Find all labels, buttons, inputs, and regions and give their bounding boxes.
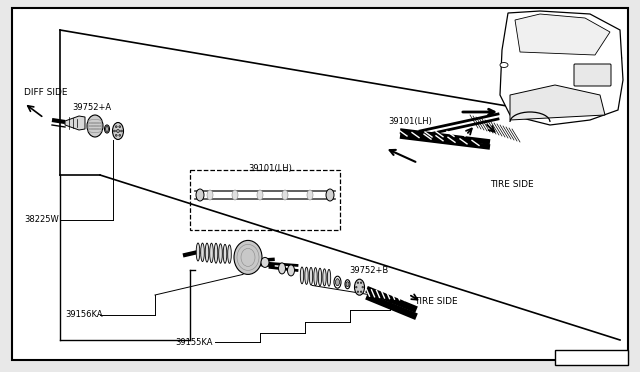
Ellipse shape [355, 279, 365, 295]
FancyBboxPatch shape [574, 64, 611, 86]
Ellipse shape [119, 134, 121, 136]
Ellipse shape [500, 62, 508, 67]
Ellipse shape [119, 126, 121, 128]
Ellipse shape [261, 257, 269, 267]
Ellipse shape [309, 267, 313, 285]
Ellipse shape [360, 291, 362, 292]
Ellipse shape [210, 243, 213, 263]
Text: TIRE SIDE: TIRE SIDE [490, 180, 534, 189]
Bar [555, 350, 628, 365]
Ellipse shape [234, 240, 262, 275]
Ellipse shape [205, 243, 209, 262]
Ellipse shape [357, 291, 358, 292]
Ellipse shape [357, 282, 358, 283]
Ellipse shape [232, 190, 238, 200]
Polygon shape [500, 11, 623, 125]
Ellipse shape [113, 122, 124, 140]
Ellipse shape [362, 286, 364, 288]
Ellipse shape [335, 279, 339, 286]
Ellipse shape [334, 276, 341, 288]
Ellipse shape [214, 243, 218, 263]
Ellipse shape [360, 282, 362, 283]
Text: 39156KA: 39156KA [65, 310, 102, 319]
Ellipse shape [278, 263, 285, 274]
Ellipse shape [223, 244, 227, 263]
Ellipse shape [219, 244, 222, 263]
Text: 39752+B: 39752+B [349, 266, 388, 275]
Ellipse shape [106, 126, 109, 131]
Text: 39752+A: 39752+A [72, 103, 111, 112]
Ellipse shape [307, 190, 313, 200]
Ellipse shape [207, 190, 213, 200]
Ellipse shape [196, 243, 200, 261]
Ellipse shape [356, 286, 357, 288]
Polygon shape [515, 14, 610, 55]
Ellipse shape [326, 189, 334, 201]
Ellipse shape [196, 189, 204, 201]
Ellipse shape [282, 190, 288, 200]
Text: 39101(LH): 39101(LH) [248, 164, 292, 173]
Polygon shape [510, 85, 605, 120]
Ellipse shape [314, 267, 317, 286]
Bar [190, 170, 340, 230]
Polygon shape [65, 116, 85, 130]
Ellipse shape [346, 282, 349, 287]
Ellipse shape [318, 268, 322, 286]
Ellipse shape [327, 190, 333, 200]
Ellipse shape [345, 280, 350, 289]
Text: 39101(LH): 39101(LH) [388, 117, 432, 126]
Ellipse shape [201, 243, 204, 262]
Text: DIFF SIDE: DIFF SIDE [24, 88, 67, 97]
Ellipse shape [257, 190, 263, 200]
Ellipse shape [116, 129, 120, 132]
Ellipse shape [115, 126, 117, 128]
Text: 39155KA: 39155KA [175, 338, 212, 347]
Text: TIRE SIDE: TIRE SIDE [415, 297, 458, 306]
Ellipse shape [228, 245, 231, 263]
Ellipse shape [114, 130, 115, 132]
Ellipse shape [327, 269, 331, 286]
Ellipse shape [120, 130, 122, 132]
Ellipse shape [104, 125, 109, 133]
Text: R391003S: R391003S [557, 351, 608, 360]
Ellipse shape [287, 265, 294, 276]
Ellipse shape [305, 267, 308, 285]
Ellipse shape [300, 267, 304, 284]
Ellipse shape [87, 115, 103, 137]
Ellipse shape [115, 134, 117, 136]
Ellipse shape [323, 269, 326, 286]
Text: 38225W: 38225W [24, 215, 59, 224]
